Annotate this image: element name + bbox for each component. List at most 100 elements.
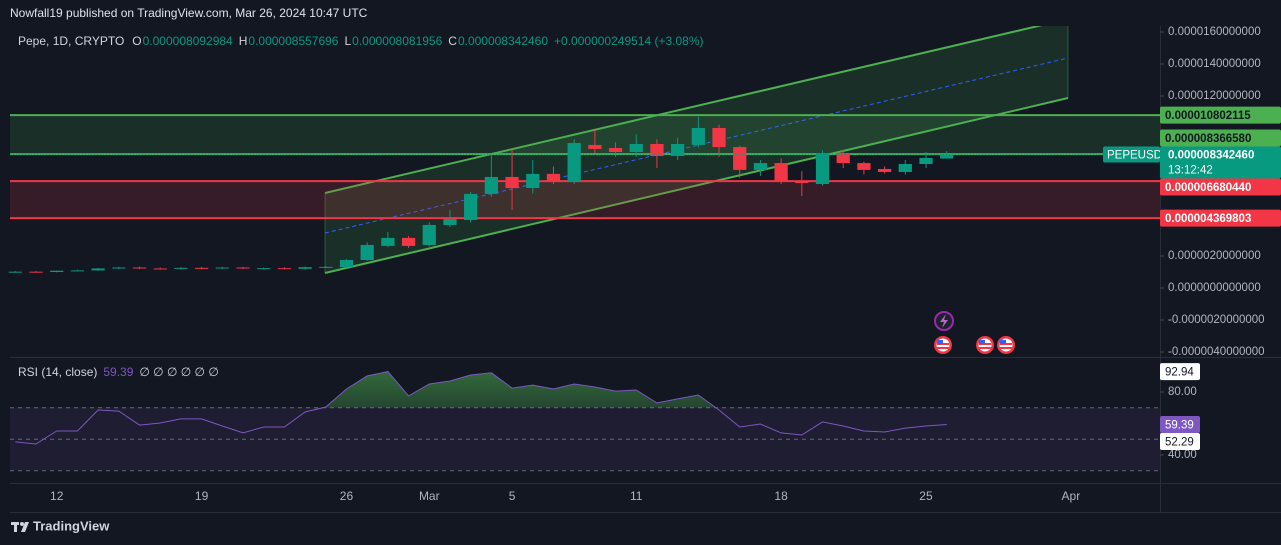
candle-body [422, 224, 436, 245]
y-tick-label: 80.00 [1168, 386, 1197, 398]
ohlc-name: L [344, 34, 351, 48]
candle-body [8, 271, 22, 273]
footer-logo [11, 522, 29, 532]
indicator-legend: RSI (14, close) 59.39 ∅ ∅ ∅ ∅ ∅ ∅ [18, 365, 219, 379]
candle-body [194, 267, 209, 269]
candle-body [629, 144, 643, 152]
candle-body [815, 152, 830, 184]
candle-body [567, 143, 581, 181]
x-tick-label: 12 [50, 489, 64, 503]
candle-body [360, 244, 374, 260]
countdown: 13:12:42 [1168, 165, 1213, 177]
x-tick-label: Apr [1062, 489, 1081, 503]
y-tick-label: 0.0000140000000 [1168, 58, 1261, 70]
x-tick-label: 26 [340, 489, 354, 503]
y-tick-label: 0.0000020000000 [1168, 250, 1261, 262]
channel-fill [325, 26, 1068, 273]
symbol-box: PEPEUSD [1107, 150, 1162, 162]
candle-body [877, 168, 892, 172]
change: +0.000000249514 (+3.08%) [554, 34, 703, 48]
ohlc-value: 0.000008557696 [248, 34, 338, 48]
flag-icon [934, 336, 952, 354]
candle-body [339, 260, 354, 268]
parallel-channel [324, 26, 1069, 274]
y-tick-label: 40.00 [1168, 449, 1197, 461]
candle-body [919, 157, 933, 164]
rsi-band [10, 407, 1160, 471]
event-icon [940, 314, 948, 328]
level-label: 0.000008366580 [1165, 133, 1251, 145]
flag-icon [976, 336, 994, 354]
symbol-title: Pepe, 1D, CRYPTO [18, 34, 124, 48]
indicator-placeholders: ∅ ∅ ∅ ∅ ∅ ∅ [139, 365, 218, 379]
candle-body [70, 270, 85, 272]
marker-label: 92.94 [1165, 367, 1194, 379]
marker-label: 52.29 [1165, 436, 1194, 448]
marker-bg [1160, 363, 1200, 381]
candle-body [774, 163, 788, 181]
y-tick-label: -0.0000020000000 [1168, 314, 1265, 326]
candle-body [381, 237, 395, 246]
ohlc-name: H [239, 34, 248, 48]
candle-body [319, 266, 333, 268]
symbol-box-bg [1103, 146, 1160, 163]
x-tick-label: 19 [195, 489, 209, 503]
candle-body [174, 267, 188, 269]
x-tick-label: 11 [630, 489, 643, 503]
footer-brand: TradingView [33, 518, 110, 533]
candle-body [940, 154, 954, 159]
candle-body [277, 268, 292, 270]
candle-body [753, 163, 768, 170]
level-label: 0.000010802115 [1165, 110, 1251, 122]
candle-body [691, 128, 705, 145]
candle-body [236, 267, 250, 269]
y-tick-label: 0.0000120000000 [1168, 90, 1261, 102]
ohlc-value: 0.000008081956 [352, 34, 442, 48]
candle-body [608, 148, 623, 152]
candle-body [91, 268, 105, 271]
candle-body [857, 163, 871, 170]
ohlc-name: C [448, 34, 457, 48]
candle-body [401, 237, 416, 246]
candle-body [546, 173, 561, 181]
candle-body [505, 176, 519, 188]
channel-middle [324, 57, 1069, 234]
price-box-bg [1160, 146, 1281, 179]
ohlc-name: O [132, 34, 141, 48]
x-tick-label: 18 [774, 489, 788, 503]
channel-upper [324, 26, 1043, 194]
zone [10, 115, 1160, 155]
event-icons [934, 311, 1015, 354]
y-tick-label: 0.0000000000000 [1168, 282, 1261, 294]
candle-body [733, 147, 747, 170]
level-label-bg [1160, 106, 1281, 124]
ohlc-value: 0.000008092984 [143, 34, 233, 48]
candle-body [484, 176, 498, 194]
candle-body [215, 267, 229, 269]
candle-body [257, 268, 271, 270]
candle-body [298, 267, 312, 269]
channel-lower [324, 97, 1069, 274]
x-tick-label: 25 [919, 489, 933, 503]
level-label: 0.000006680440 [1165, 182, 1251, 194]
marker-bg [1160, 432, 1200, 450]
published-note: Nowfall19 published on TradingView.com, … [10, 6, 368, 20]
price-box: 0.000008342460 [1168, 150, 1254, 162]
overbought-fill [15, 371, 947, 408]
candle-body [132, 267, 147, 269]
y-tick-label: 0.0000160000000 [1168, 26, 1261, 38]
level-label-bg [1160, 178, 1281, 196]
candle-body [650, 144, 664, 156]
marker-label: 59.39 [1165, 419, 1194, 431]
candle-body [898, 164, 912, 172]
candle-body [836, 152, 850, 164]
candle-body [464, 193, 478, 220]
level-label-bg [1160, 209, 1281, 227]
rsi-line [15, 371, 947, 445]
candle-body [526, 173, 540, 188]
candle-body [588, 144, 602, 149]
x-tick-label: Mar [419, 489, 440, 503]
candle-body [712, 128, 726, 148]
